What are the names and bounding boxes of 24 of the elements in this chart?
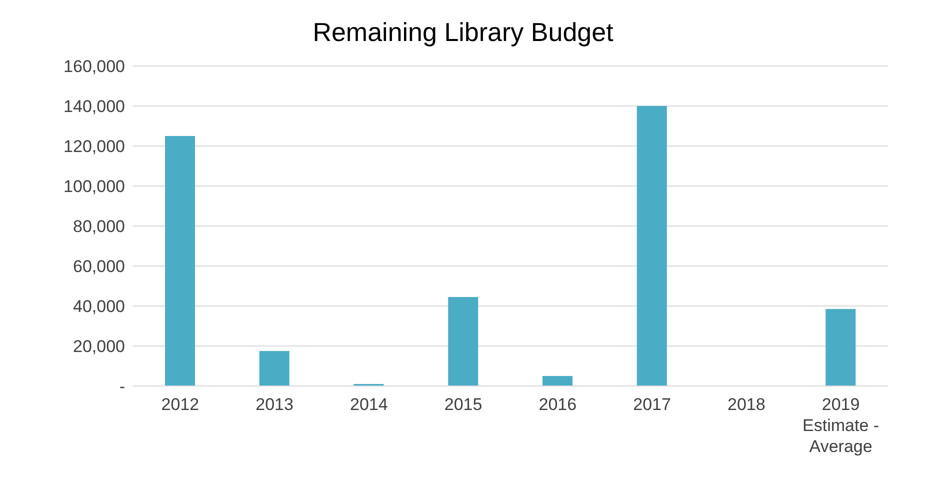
- x-tick-label: 2018: [728, 395, 766, 414]
- x-tick-label: 2014: [350, 395, 388, 414]
- y-tick-label: 140,000: [64, 97, 125, 116]
- y-tick-label: 80,000: [73, 217, 125, 236]
- bar: [636, 106, 667, 386]
- y-tick-label: 40,000: [73, 297, 125, 316]
- x-tick-label: 2015: [444, 395, 482, 414]
- y-tick-label: -: [119, 377, 125, 396]
- x-tick-label: 2013: [256, 395, 294, 414]
- bar: [448, 297, 478, 386]
- y-tick-label: 60,000: [73, 257, 125, 276]
- chart-title: Remaining Library Budget: [312, 16, 614, 49]
- bar: [259, 351, 290, 386]
- x-tick-label: 2012: [161, 395, 200, 414]
- x-tick-label: 2017: [633, 395, 671, 414]
- y-tick-label: 100,000: [64, 177, 125, 196]
- y-tick-label: 20,000: [73, 337, 125, 356]
- bar: [542, 376, 572, 386]
- y-tick-label: 120,000: [64, 137, 125, 156]
- x-tick-label: 2016: [538, 395, 577, 414]
- bar: [826, 309, 856, 386]
- bar: [165, 136, 195, 386]
- y-tick-label: 160,000: [64, 57, 125, 76]
- x-tick-label: 2019 Estimate - Average: [802, 395, 880, 456]
